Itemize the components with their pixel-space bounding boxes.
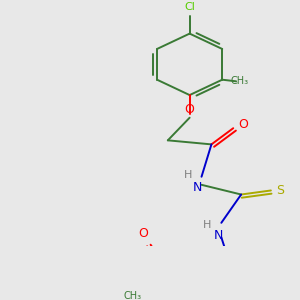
Text: O: O bbox=[238, 118, 248, 131]
Text: H: H bbox=[184, 170, 192, 180]
Text: O: O bbox=[185, 103, 195, 116]
Text: CH₃: CH₃ bbox=[123, 291, 141, 300]
Text: O: O bbox=[138, 227, 148, 240]
Text: Cl: Cl bbox=[184, 2, 195, 12]
Text: N: N bbox=[214, 229, 223, 242]
Text: S: S bbox=[276, 184, 284, 197]
Text: N: N bbox=[193, 181, 202, 194]
Text: CH₃: CH₃ bbox=[230, 76, 248, 86]
Text: H: H bbox=[203, 220, 212, 230]
